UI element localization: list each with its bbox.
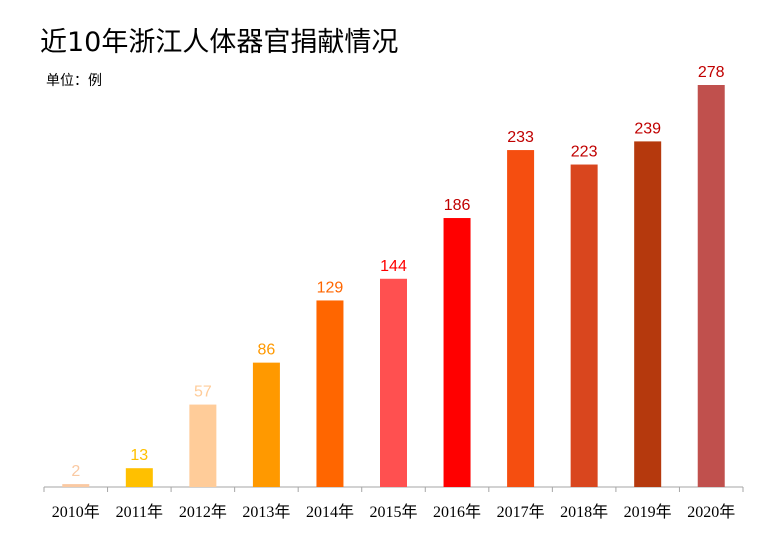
bar bbox=[189, 404, 217, 487]
x-tick-label: 2016年 bbox=[433, 503, 481, 521]
data-label: 57 bbox=[194, 384, 212, 401]
bar bbox=[316, 300, 344, 487]
bar bbox=[634, 141, 662, 487]
data-label: 186 bbox=[444, 197, 471, 214]
chart-unit-label: 单位：例 bbox=[46, 73, 102, 89]
bar bbox=[507, 150, 535, 487]
bar bbox=[443, 218, 471, 488]
x-tick-label: 2019年 bbox=[624, 503, 672, 521]
data-label: 13 bbox=[130, 447, 148, 464]
x-tick-label: 2020年 bbox=[687, 503, 735, 521]
x-tick-label: 2011年 bbox=[116, 503, 163, 521]
bar bbox=[697, 85, 725, 487]
x-tick-label: 2010年 bbox=[52, 503, 100, 521]
x-tick-label: 2013年 bbox=[242, 503, 290, 521]
data-label: 223 bbox=[571, 144, 598, 161]
x-tick-label: 2015年 bbox=[369, 503, 417, 521]
x-tick-label: 2017年 bbox=[497, 503, 545, 521]
data-label: 278 bbox=[698, 64, 725, 81]
x-tick-label: 2018年 bbox=[560, 503, 608, 521]
data-label: 239 bbox=[634, 120, 661, 137]
data-label: 233 bbox=[507, 129, 534, 146]
data-label: 144 bbox=[380, 258, 407, 275]
bar bbox=[125, 468, 153, 487]
chart-title: 近10年浙江人体器官捐献情况 bbox=[40, 27, 399, 58]
data-label: 129 bbox=[317, 279, 344, 296]
bar bbox=[252, 362, 280, 487]
bar bbox=[62, 484, 90, 487]
data-label: 2 bbox=[71, 463, 80, 480]
bar bbox=[380, 278, 407, 487]
x-tick-label: 2014年 bbox=[306, 503, 354, 521]
x-tick-label: 2012年 bbox=[179, 503, 227, 521]
data-label: 86 bbox=[258, 342, 276, 359]
bar bbox=[570, 164, 598, 487]
